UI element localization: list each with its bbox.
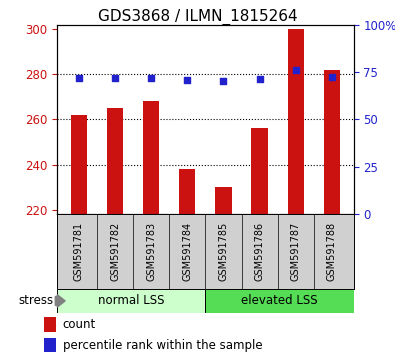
Text: GDS3868 / ILMN_1815264: GDS3868 / ILMN_1815264 — [98, 9, 297, 25]
Text: percentile rank within the sample: percentile rank within the sample — [63, 338, 262, 352]
Bar — [44, 338, 56, 352]
Bar — [215, 187, 231, 214]
Text: GSM591782: GSM591782 — [110, 222, 120, 281]
Text: stress: stress — [18, 295, 53, 307]
Text: GSM591788: GSM591788 — [327, 222, 337, 281]
Point — [76, 75, 82, 81]
Bar — [143, 102, 159, 214]
Bar — [107, 108, 123, 214]
Text: GSM591786: GSM591786 — [255, 222, 265, 281]
Bar — [205, 289, 354, 313]
Text: GSM591784: GSM591784 — [182, 222, 192, 281]
Text: GSM591785: GSM591785 — [218, 222, 228, 281]
Point — [329, 74, 335, 80]
Point — [112, 75, 118, 81]
Point — [220, 78, 227, 84]
Bar — [71, 115, 87, 214]
Text: GSM591783: GSM591783 — [146, 222, 156, 281]
Bar — [288, 29, 304, 214]
Point — [293, 67, 299, 73]
Bar — [57, 289, 205, 313]
Text: count: count — [63, 318, 96, 331]
Bar — [252, 129, 268, 214]
Point — [256, 76, 263, 81]
Bar — [324, 70, 340, 214]
Bar — [179, 169, 196, 214]
Text: GSM591781: GSM591781 — [74, 222, 84, 281]
Text: elevated LSS: elevated LSS — [241, 295, 318, 307]
Text: normal LSS: normal LSS — [98, 295, 165, 307]
Text: GSM591787: GSM591787 — [291, 222, 301, 281]
Bar — [44, 317, 56, 332]
Point — [148, 75, 154, 81]
Point — [184, 77, 190, 82]
